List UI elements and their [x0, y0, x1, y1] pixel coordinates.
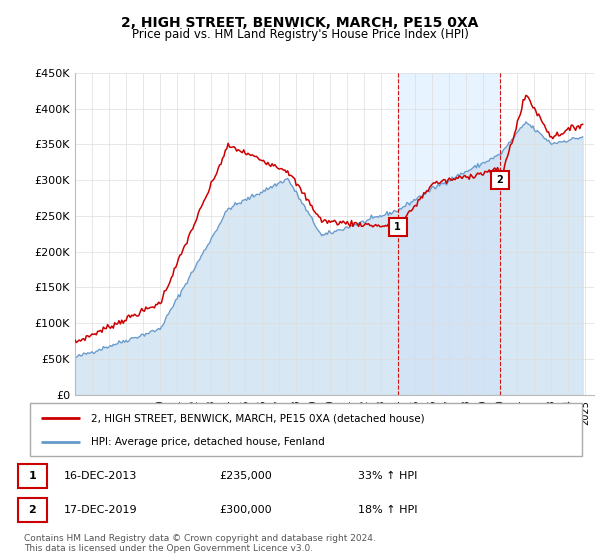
Text: HPI: Average price, detached house, Fenland: HPI: Average price, detached house, Fenl… [91, 436, 325, 446]
Text: Contains HM Land Registry data © Crown copyright and database right 2024.: Contains HM Land Registry data © Crown c… [24, 534, 376, 543]
Text: 18% ↑ HPI: 18% ↑ HPI [358, 505, 417, 515]
FancyBboxPatch shape [30, 403, 582, 456]
Text: 17-DEC-2019: 17-DEC-2019 [64, 505, 137, 515]
Text: 2, HIGH STREET, BENWICK, MARCH, PE15 0XA: 2, HIGH STREET, BENWICK, MARCH, PE15 0XA [121, 16, 479, 30]
Text: Price paid vs. HM Land Registry's House Price Index (HPI): Price paid vs. HM Land Registry's House … [131, 28, 469, 41]
Text: 1: 1 [394, 222, 401, 232]
FancyBboxPatch shape [18, 464, 47, 488]
Text: This data is licensed under the Open Government Licence v3.0.: This data is licensed under the Open Gov… [24, 544, 313, 553]
Text: 33% ↑ HPI: 33% ↑ HPI [358, 470, 417, 480]
Text: 2: 2 [496, 175, 503, 185]
Text: 1: 1 [28, 470, 36, 480]
FancyBboxPatch shape [18, 498, 47, 522]
Text: £235,000: £235,000 [220, 470, 272, 480]
Text: 2: 2 [28, 505, 36, 515]
Text: 16-DEC-2013: 16-DEC-2013 [64, 470, 137, 480]
Text: 2, HIGH STREET, BENWICK, MARCH, PE15 0XA (detached house): 2, HIGH STREET, BENWICK, MARCH, PE15 0XA… [91, 413, 424, 423]
Text: £300,000: £300,000 [220, 505, 272, 515]
Bar [398, 73, 500, 395]
